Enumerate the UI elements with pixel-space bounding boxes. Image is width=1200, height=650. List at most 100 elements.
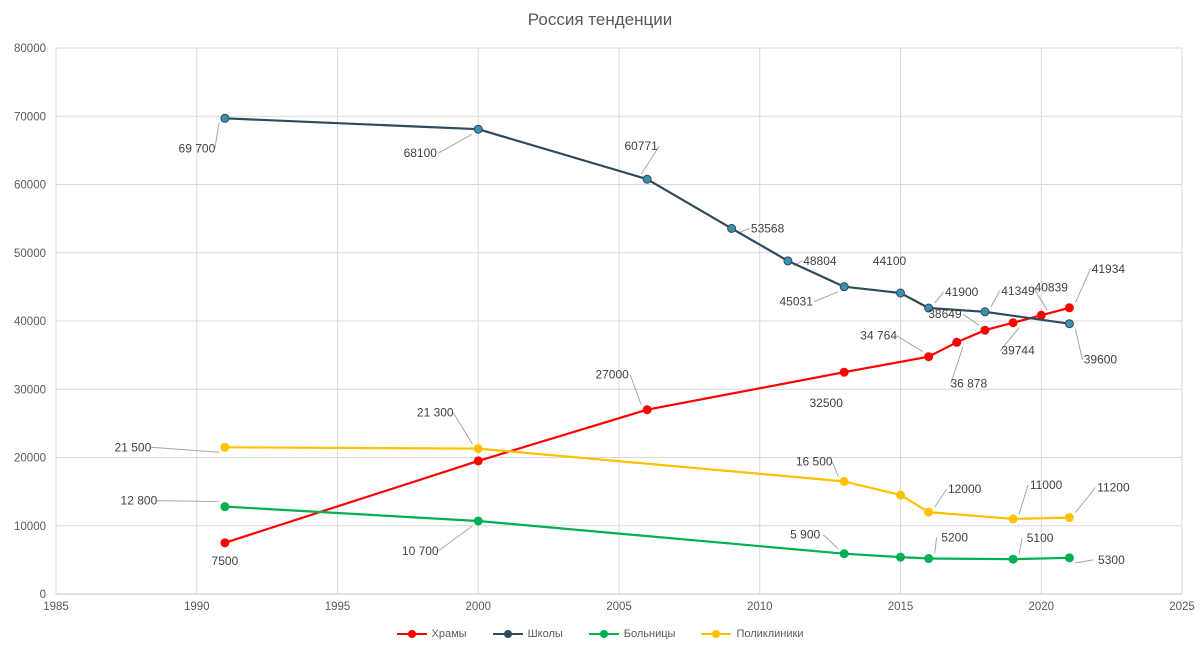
legend: Храмы Школы Больницы Поликлиники (0, 628, 1200, 640)
data-label: 12000 (948, 482, 982, 496)
series-lines (220, 113, 1074, 564)
data-point[interactable] (839, 476, 849, 486)
data-label: 5300 (1098, 553, 1125, 567)
label-leader (934, 488, 948, 508)
data-point[interactable] (924, 352, 934, 362)
series-line (224, 446, 1070, 521)
series-line (224, 306, 1070, 544)
data-label: 36 878 (950, 376, 987, 390)
y-tick-label: 60000 (14, 180, 46, 192)
x-tick-label: 2015 (888, 601, 914, 613)
data-label: 53568 (751, 221, 785, 235)
data-point[interactable] (473, 516, 483, 526)
data-label: 11200 (1097, 481, 1130, 495)
label-leader (1018, 484, 1029, 515)
data-point[interactable] (980, 307, 990, 317)
legend-label: Школы (527, 628, 563, 640)
data-point[interactable] (924, 554, 934, 564)
y-tick-label: 80000 (14, 43, 46, 55)
legend-item-polikliniki[interactable]: Поликлиники (701, 628, 803, 640)
data-point[interactable] (642, 405, 652, 415)
data-point[interactable] (896, 490, 905, 500)
data-labels: 7500 27000 32500 34 764 36 878 38649 39744 4083… (115, 139, 1130, 568)
label-leader (156, 500, 219, 503)
y-tick-label: 0 (40, 589, 46, 601)
data-label: 41349 (1001, 284, 1035, 298)
data-point[interactable] (727, 223, 737, 233)
data-point[interactable] (642, 174, 652, 184)
label-leader (831, 461, 839, 477)
legend-label: Храмы (431, 628, 467, 640)
data-point[interactable] (1064, 319, 1074, 329)
data-point[interactable] (473, 456, 483, 466)
data-label: 40839 (1035, 280, 1069, 294)
label-leader (640, 145, 660, 175)
legend-swatch (492, 629, 523, 639)
data-point[interactable] (924, 507, 934, 517)
label-leader (950, 347, 964, 384)
data-point[interactable] (1064, 303, 1074, 313)
data-point[interactable] (1008, 514, 1018, 524)
label-leader (150, 446, 219, 453)
label-leader (452, 412, 473, 444)
y-tick-label: 30000 (14, 384, 46, 396)
data-point[interactable] (473, 444, 483, 454)
data-point[interactable] (1036, 310, 1046, 320)
label-leader (962, 313, 980, 326)
data-label: 27000 (595, 368, 629, 382)
data-point[interactable] (783, 256, 793, 266)
legend-swatch (701, 629, 732, 639)
label-leader (934, 537, 938, 554)
data-point[interactable] (896, 552, 905, 562)
data-point[interactable] (839, 549, 849, 559)
data-label: 7500 (212, 554, 239, 568)
data-point[interactable] (1008, 554, 1018, 564)
data-label: 16 500 (796, 454, 833, 468)
label-leader (934, 291, 945, 304)
data-label: 21 300 (417, 406, 454, 420)
label-leader (1018, 538, 1023, 555)
axis-ticks: 0 10000 20000 30000 40000 50000 60000 70000 8000… (14, 43, 1195, 613)
data-point[interactable] (924, 303, 934, 313)
data-label: 45031 (780, 295, 814, 309)
chart-title: Россия тенденции (527, 10, 673, 29)
x-tick-label: 2000 (465, 601, 491, 613)
label-leader (990, 290, 1001, 308)
data-point[interactable] (980, 325, 990, 335)
x-tick-label: 2005 (606, 601, 632, 613)
data-label: 44100 (873, 254, 907, 268)
y-tick-label: 50000 (14, 248, 46, 260)
x-tick-label: 1995 (325, 601, 351, 613)
data-point[interactable] (220, 502, 230, 512)
data-label: 12 800 (121, 494, 158, 508)
data-point[interactable] (220, 442, 230, 452)
data-point[interactable] (1064, 513, 1074, 523)
legend-item-bolnitsy[interactable]: Больницы (588, 628, 676, 640)
data-point[interactable] (839, 367, 849, 377)
data-label: 5200 (941, 531, 968, 545)
x-tick-label: 2025 (1169, 601, 1195, 613)
label-leader (1075, 559, 1094, 564)
label-leader (822, 534, 839, 550)
label-leader (896, 335, 923, 353)
y-tick-label: 10000 (14, 521, 46, 533)
legend-item-shkoly[interactable]: Школы (492, 628, 563, 640)
data-label: 10 700 (402, 544, 439, 558)
data-point[interactable] (220, 113, 230, 123)
data-label: 32500 (810, 396, 844, 410)
data-point[interactable] (473, 124, 483, 134)
label-leaders (150, 123, 1096, 564)
data-point[interactable] (220, 538, 230, 548)
legend-item-hramy[interactable]: Храмы (396, 628, 467, 640)
data-label: 39600 (1084, 353, 1118, 367)
y-tick-label: 40000 (14, 316, 46, 328)
data-point[interactable] (896, 288, 905, 298)
label-leader (814, 291, 839, 303)
data-point[interactable] (1008, 318, 1018, 328)
legend-label: Больницы (623, 628, 676, 640)
data-point[interactable] (1064, 553, 1074, 563)
data-point[interactable] (839, 282, 849, 292)
data-label: 34 764 (860, 329, 897, 343)
data-point[interactable] (952, 337, 962, 347)
data-label: 5 900 (790, 528, 820, 542)
